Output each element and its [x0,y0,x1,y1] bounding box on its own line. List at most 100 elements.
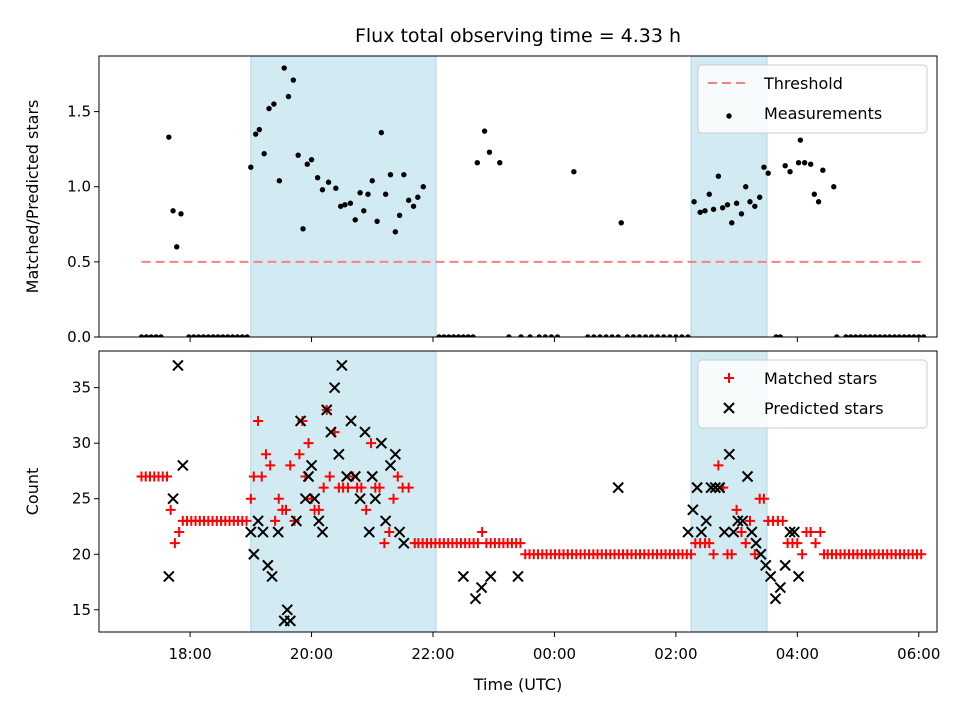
measurement-point [234,334,241,337]
measurement-point [673,334,679,337]
measurement-point [648,334,655,337]
matched-star-point [797,549,808,560]
measurement-point [743,184,749,190]
predicted-star-point [723,448,736,460]
measurement-point [615,334,621,337]
measurement-point [777,334,784,337]
matched-star-point [162,471,173,482]
x-tick-label: 20:00 [290,645,333,663]
measurement-point [624,334,631,337]
predicted-star-point [713,481,726,494]
measurement-point [609,334,615,337]
measurement-point [877,334,883,337]
matched-star-point [792,538,803,549]
measurement-point [420,184,426,190]
measurement-point [314,175,321,181]
legend: Threshold Measurements [697,64,928,134]
predicted-star-point [313,515,325,527]
predicted-star-point [379,515,392,527]
measurement-point [170,208,176,214]
measurement-point [724,202,731,208]
predicted-star-point [369,493,382,505]
matched-star-point [388,493,399,504]
shaded-interval [250,56,437,337]
measurement-point [229,334,236,337]
matched-star-point [260,449,271,460]
predicted-star-point [294,415,307,427]
matched-star-point [805,527,816,538]
predicted-star-point [248,548,260,560]
predicted-star-point [484,570,497,583]
matched-star-point [392,471,403,482]
plot-area-0 [138,56,927,337]
measurement-point [852,334,859,337]
measurement-point [460,334,467,337]
matched-star-point [810,538,821,549]
matched-star-point [736,527,747,538]
legend-box [697,64,928,134]
measurement-point [441,334,447,337]
measurement-point [761,164,767,170]
measurement-point [906,334,912,337]
measurement-point [392,229,399,235]
matched-star-point [256,471,267,482]
measurement-point [642,334,649,337]
measurement-point [518,334,524,337]
matched-star-point [245,493,256,504]
measurement-point [891,334,898,337]
y-tick-label: 30 [72,434,91,452]
measurement-point [285,93,292,100]
measurement-point [244,334,250,337]
measurement-point [191,334,197,337]
measurement-point [911,334,917,337]
measurement-point [300,226,306,232]
measurement-point [733,200,740,206]
measurement-point [697,209,703,215]
predicted-star-point [727,526,740,538]
matched-star-point [253,415,264,426]
chart-title: Flux total observing time = 4.33 h [355,25,681,47]
predicted-star-point [266,570,278,583]
measurement-point [787,169,793,175]
matched-star-point [713,460,724,471]
y-tick-label: 25 [72,490,91,508]
measurement-point [738,211,745,217]
predicted-star-point [336,359,348,372]
measurement-point [811,191,818,197]
measurement-point [396,212,403,218]
matched-star-point [379,538,390,549]
measurement-point [486,149,493,155]
predicted-star-point [354,493,366,505]
legend-measurement-swatch [726,113,732,119]
measurement-point [186,334,192,337]
predicted-star-point [784,526,796,538]
predicted-star-point [695,526,708,538]
measurement-point [215,334,221,337]
x-tick-label: 00:00 [533,645,576,663]
predicted-star-point [700,515,712,527]
y-tick-label: 15 [72,601,91,619]
measurement-point [706,191,712,197]
measurement-point [357,190,363,196]
matched-star-point [515,538,526,549]
measurement-point [896,334,903,337]
predicted-star-point [469,592,482,605]
measurement-point [308,156,315,163]
measurement-point [603,334,609,337]
matched-star-point [815,527,826,538]
predicted-star-point [290,515,303,527]
measurement-point [304,161,310,167]
matched-star-point [384,527,395,538]
measurement-point [702,208,708,214]
predicted-star-point [764,570,777,583]
measurement-point [843,334,849,337]
predicted-star-point [792,570,805,583]
y-tick-label: 0.0 [67,328,91,346]
matched-star-point [403,482,414,493]
y-axis-label: Matched/Predicted stars [23,100,42,294]
predicted-star-point [755,548,767,560]
predicted-star-point [325,426,337,438]
measurement-point [319,187,326,193]
measurement-point [630,334,637,337]
matched-star-point [374,482,385,493]
